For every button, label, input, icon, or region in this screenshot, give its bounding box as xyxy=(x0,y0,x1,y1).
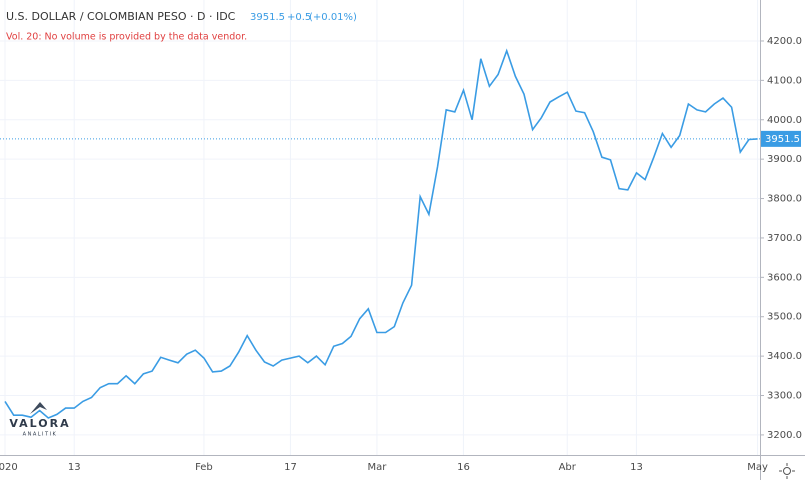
y-tick-label: 3200.0 xyxy=(767,430,802,441)
x-tick-label: 13 xyxy=(68,462,81,473)
x-tick-label: Abr xyxy=(559,462,577,473)
last-price: 3951.5 xyxy=(250,12,285,23)
x-tick-label: 2020 xyxy=(0,462,18,473)
x-tick-label: Feb xyxy=(195,462,213,473)
grid xyxy=(0,0,760,455)
change-pct: (+0.01%) xyxy=(309,12,357,23)
last-price-tag xyxy=(761,130,801,147)
y-tick-label: 3300.0 xyxy=(767,391,802,402)
volume-note: Vol. 20: No volume is provided by the da… xyxy=(6,32,247,43)
last-price-tag-label: 3951.5 xyxy=(765,134,800,145)
logo-text: VALORA xyxy=(9,417,70,430)
chart-title: U.S. DOLLAR / COLOMBIAN PESO · D · IDC xyxy=(6,10,236,23)
y-tick-label: 3500.0 xyxy=(767,312,802,323)
y-tick-label: 3700.0 xyxy=(767,233,802,244)
x-tick-label: Mar xyxy=(368,462,388,473)
logo-icon xyxy=(30,402,47,414)
price-line xyxy=(4,48,758,419)
settings-icon[interactable] xyxy=(783,467,791,475)
y-tick-label: 4000.0 xyxy=(767,115,802,126)
y-tick-label: 4100.0 xyxy=(767,75,802,86)
y-tick-label: 3600.0 xyxy=(767,272,802,283)
y-tick-label: 4200.0 xyxy=(767,36,802,47)
logo-subtext: ANALITIK xyxy=(23,432,58,438)
y-tick-label: 3900.0 xyxy=(767,154,802,165)
settings-icon[interactable] xyxy=(779,463,795,479)
y-tick-label: 3400.0 xyxy=(767,351,802,362)
x-tick-label: 17 xyxy=(284,462,297,473)
y-tick-label: 3800.0 xyxy=(767,194,802,205)
x-tick-label: 13 xyxy=(630,462,643,473)
x-tick-label: May xyxy=(747,462,768,473)
logo: VALORA ANALITIK xyxy=(9,402,70,438)
change: +0.5 xyxy=(287,12,311,23)
x-tick-label: 16 xyxy=(457,462,470,473)
